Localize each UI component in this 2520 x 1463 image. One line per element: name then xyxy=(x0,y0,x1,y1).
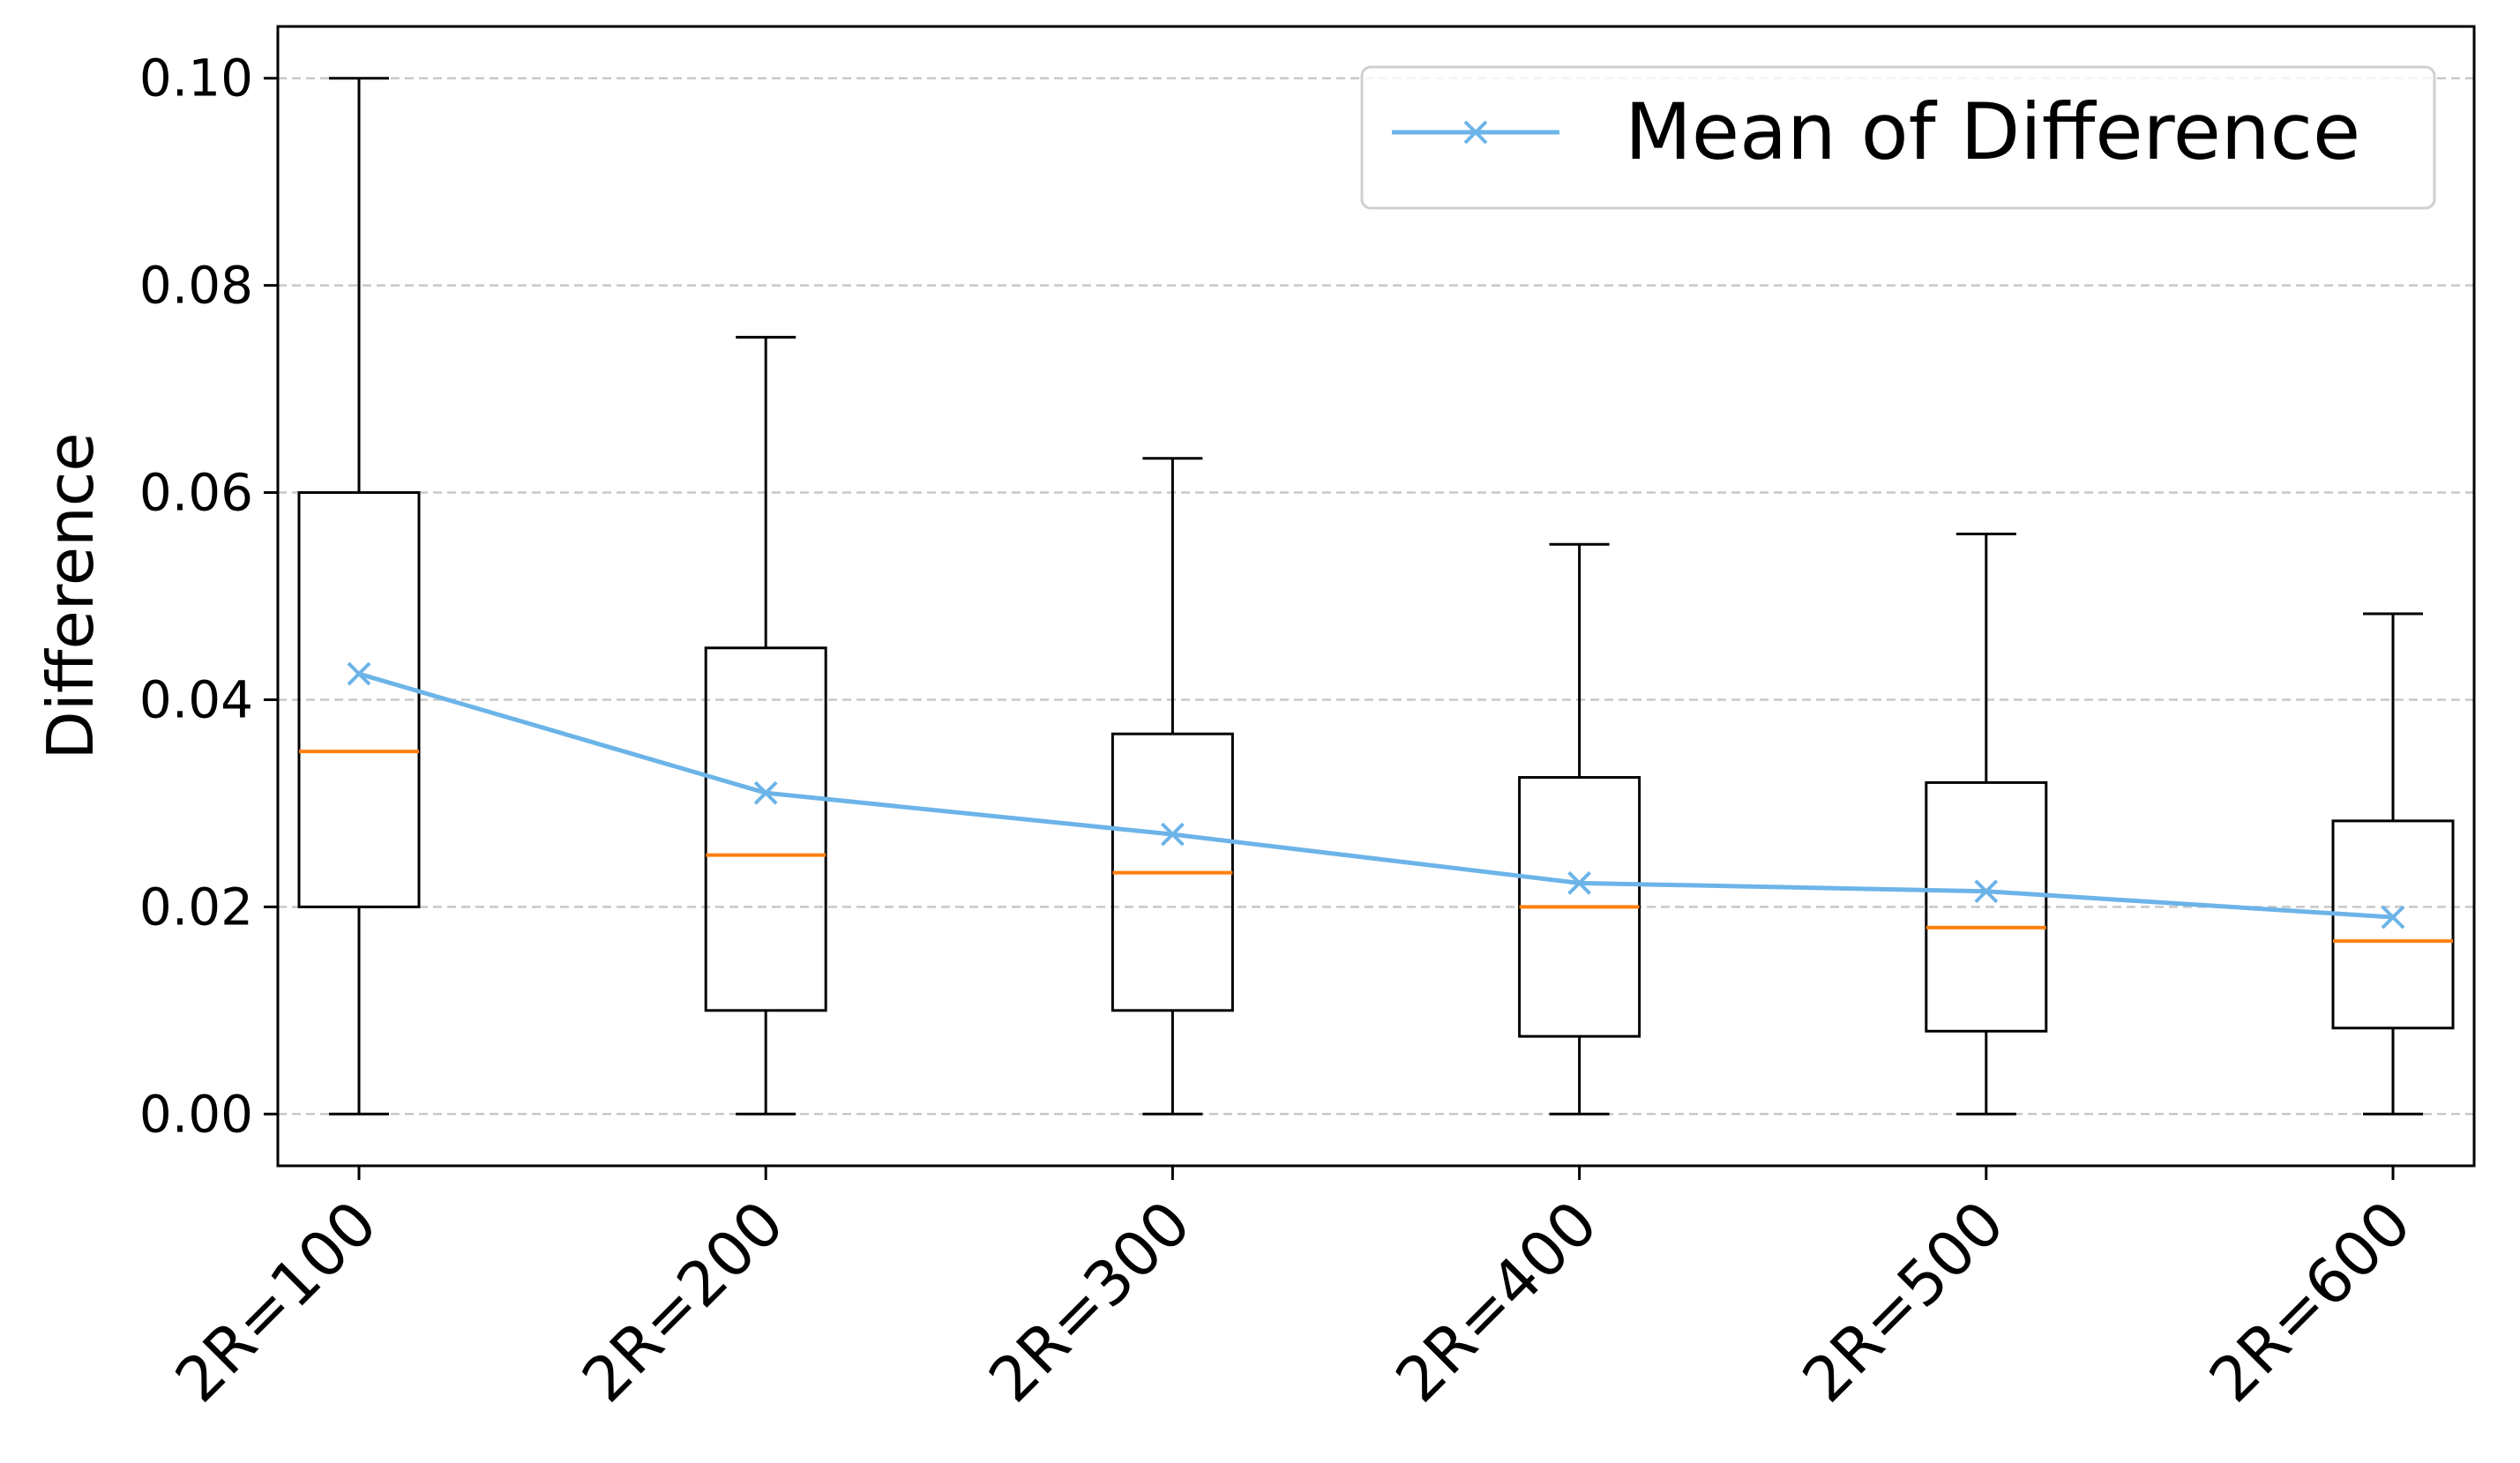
box-1 xyxy=(297,77,421,1116)
mean-point-stroke xyxy=(347,661,371,686)
plot-frame xyxy=(276,25,2476,1168)
y-tick-label: 0.08 xyxy=(139,256,253,316)
mean-point xyxy=(347,661,371,686)
box-3 xyxy=(1110,457,1234,1116)
iqr-box xyxy=(2331,819,2455,1030)
iqr-box xyxy=(297,491,421,908)
legend: Mean of Difference xyxy=(1360,65,2436,210)
mean-point-stroke xyxy=(753,780,778,805)
box-6 xyxy=(2331,612,2455,1116)
y-tick-label: 0.04 xyxy=(139,669,253,729)
mean-line xyxy=(358,671,2394,920)
box-2 xyxy=(704,335,827,1116)
iqr-box xyxy=(1925,780,2048,1033)
mean-point xyxy=(753,780,778,805)
box-4 xyxy=(1518,542,1641,1116)
y-tick-label: 0.02 xyxy=(139,877,253,937)
legend-marker-icon xyxy=(1463,120,1488,145)
mean-point-stroke xyxy=(1567,870,1592,895)
mean-point-stroke xyxy=(2381,905,2405,929)
box-series xyxy=(297,77,2455,1116)
y-tick-label: 0.06 xyxy=(139,463,253,523)
y-tick-label: 0.00 xyxy=(139,1084,253,1144)
mean-point-stroke xyxy=(1160,822,1185,847)
mean-series xyxy=(347,661,2405,929)
y-axis-title: Difference xyxy=(34,432,108,759)
legend-box xyxy=(1360,65,2436,210)
mean-point xyxy=(1160,822,1185,847)
iqr-box xyxy=(704,646,827,1012)
y-tick-label: 0.10 xyxy=(139,49,253,108)
box-5 xyxy=(1925,533,2048,1116)
y-axis: 0.00 0.02 0.04 0.06 0.08 0.10 xyxy=(139,49,278,1144)
mean-point xyxy=(1567,870,1592,895)
mean-point-stroke xyxy=(1974,879,1999,904)
mean-point xyxy=(1974,879,1999,904)
legend-label: Mean of Difference xyxy=(1625,86,2360,177)
mean-point xyxy=(2381,905,2405,929)
